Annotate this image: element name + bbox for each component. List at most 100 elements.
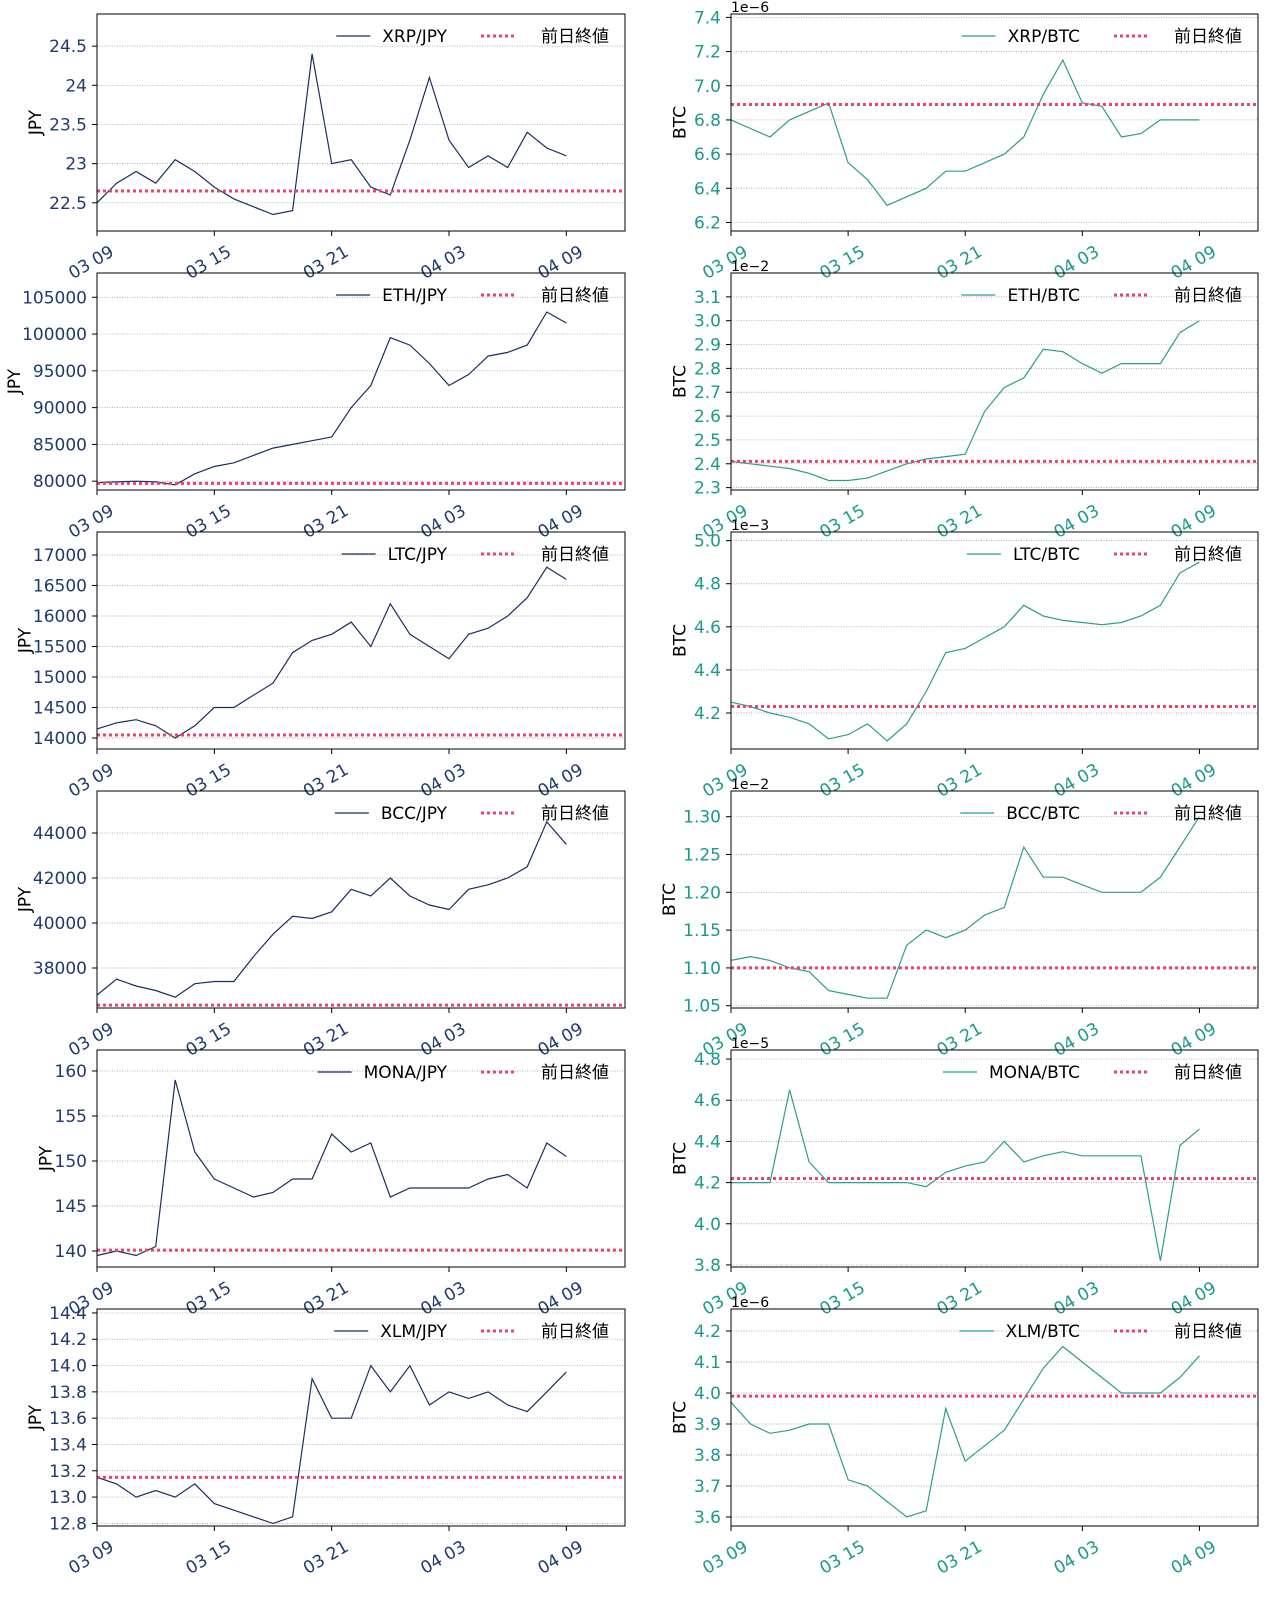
x-tick-label: 04 03 (1051, 501, 1103, 543)
y-tick-label: 12.8 (49, 1514, 87, 1534)
price-line (96, 820, 567, 998)
x-tick-label: 04 09 (535, 501, 587, 543)
legend-label: MONA/JPY (364, 1063, 448, 1083)
y-tick-label: 1.15 (683, 921, 721, 941)
x-tick-label: 03 15 (183, 1537, 235, 1579)
y-axis-label: BTC (671, 1401, 691, 1434)
legend-label: 前日終値 (541, 545, 609, 565)
price-line (96, 311, 567, 486)
x-tick-label: 03 21 (934, 1537, 986, 1579)
y-tick-label: 38000 (33, 959, 87, 979)
x-tick-label: 03 21 (934, 242, 986, 284)
x-tick-label: 03 15 (816, 1019, 868, 1061)
legend-label: XRP/BTC (1008, 27, 1080, 47)
x-tick-label: 03 15 (183, 501, 235, 543)
y-tick-label: 1.20 (683, 883, 721, 903)
y-tick-label: 155 (55, 1107, 87, 1127)
y-tick-label: 3.1 (694, 288, 721, 308)
y-tick-label: 105000 (22, 288, 87, 308)
y-tick-label: 13.0 (49, 1488, 87, 1508)
x-tick-label: 03 15 (183, 1278, 235, 1320)
y-tick-label: 90000 (33, 399, 87, 419)
y-axis-label: JPY (26, 1404, 46, 1431)
x-tick-label: 03 09 (65, 1019, 117, 1061)
plot-frame (730, 531, 1259, 750)
plot-frame (730, 1049, 1259, 1268)
y-tick-label: 17000 (33, 546, 87, 566)
legend-label: 前日終値 (1174, 286, 1242, 306)
y-tick-label: 24 (65, 76, 87, 96)
y-tick-label: 160 (55, 1062, 87, 1082)
x-tick-label: 04 03 (417, 760, 469, 802)
y-tick-label: 6.4 (694, 179, 721, 199)
x-tick-label: 03 15 (816, 1537, 868, 1579)
legend-label: 前日終値 (1174, 545, 1242, 565)
y-tick-label: 4.8 (694, 575, 721, 595)
price-line (730, 58, 1200, 207)
y-tick-label: 4.6 (694, 1091, 721, 1111)
legend-label: XLM/BTC (1006, 1322, 1080, 1342)
price-line (731, 1089, 1200, 1261)
y-tick-label: 23.5 (49, 115, 87, 135)
y-tick-label: 4.0 (694, 1384, 721, 1404)
price-line (730, 561, 1200, 742)
x-tick-label: 03 15 (816, 760, 868, 802)
price-line (96, 566, 567, 739)
x-tick-label: 04 03 (1051, 1278, 1103, 1320)
legend-label: BCC/JPY (381, 804, 448, 824)
y-tick-label: 2.7 (694, 383, 721, 403)
price-line (730, 1345, 1200, 1518)
y-tick-label: 15000 (33, 668, 87, 688)
y-tick-label: 6.8 (694, 111, 721, 131)
x-tick-label: 03 15 (183, 242, 235, 284)
plot-frame (730, 13, 1259, 232)
x-tick-label: 03 15 (183, 1019, 235, 1061)
x-tick-label: 04 03 (1051, 760, 1103, 802)
y-tick-label: 22.5 (49, 194, 87, 214)
y-tick-label: 15500 (33, 638, 87, 658)
y-tick-label: 4.2 (694, 704, 721, 724)
x-tick-label: 03 09 (699, 1537, 751, 1579)
y-tick-label: 3.0 (694, 312, 721, 332)
x-tick-label: 03 21 (934, 760, 986, 802)
x-tick-label: 03 21 (300, 501, 352, 543)
y-tick-label: 24.5 (49, 37, 87, 57)
legend-label: XRP/JPY (382, 27, 447, 47)
x-tick-label: 04 09 (1168, 1278, 1220, 1320)
x-tick-label: 03 21 (300, 1019, 352, 1061)
y-tick-label: 1.10 (683, 959, 721, 979)
price-line (730, 816, 1200, 999)
y-tick-label: 140 (55, 1242, 87, 1262)
offset-label: 1e−2 (731, 259, 769, 275)
plot-frame (730, 272, 1259, 491)
y-tick-label: 7.2 (694, 43, 721, 63)
legend-label: ETH/JPY (382, 286, 448, 306)
plot-frame (96, 531, 626, 750)
y-axis-label: BTC (660, 883, 680, 916)
legend-label: 前日終値 (1174, 1322, 1242, 1342)
x-tick-label: 03 21 (934, 501, 986, 543)
plot-frame (96, 1049, 626, 1268)
price-line (96, 1079, 567, 1257)
y-tick-label: 2.8 (694, 359, 721, 379)
offset-label: 1e−5 (731, 1036, 769, 1052)
legend-label: LTC/BTC (1013, 545, 1080, 565)
y-tick-label: 16000 (33, 607, 87, 627)
x-tick-label: 04 03 (417, 242, 469, 284)
price-line (96, 53, 567, 216)
y-tick-label: 4.0 (694, 1215, 721, 1235)
y-tick-label: 44000 (33, 824, 87, 844)
y-tick-label: 4.4 (694, 661, 721, 681)
x-tick-label: 03 21 (300, 1278, 352, 1320)
x-tick-label: 04 03 (417, 501, 469, 543)
legend-label: 前日終値 (541, 1063, 609, 1083)
y-tick-label: 14.2 (49, 1330, 87, 1350)
legend-label: 前日終値 (541, 286, 609, 306)
x-tick-label: 03 09 (65, 501, 117, 543)
y-tick-label: 1.25 (683, 846, 721, 866)
y-axis-label: JPY (26, 109, 46, 136)
x-tick-label: 04 03 (417, 1019, 469, 1061)
plot-frame (96, 1308, 626, 1527)
x-tick-label: 04 09 (1168, 760, 1220, 802)
y-tick-label: 3.8 (694, 1446, 721, 1466)
